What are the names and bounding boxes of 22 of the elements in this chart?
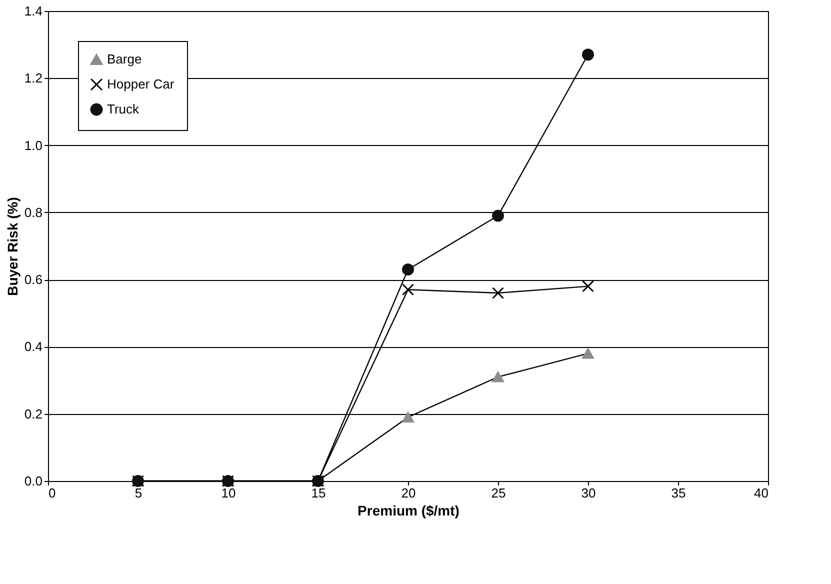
y-tick-label: 1.2 <box>24 70 42 86</box>
y-axis-title: Buyer Risk (%) <box>4 197 20 296</box>
y-tick-label: 1.4 <box>24 4 42 18</box>
y-tick-label: 1.0 <box>24 138 42 153</box>
y-tick-label: 0.6 <box>24 272 42 288</box>
y-tick-label: 0.0 <box>24 474 42 488</box>
x-tick-label: 25 <box>491 486 506 500</box>
x-tick-label: 10 <box>221 486 236 500</box>
x-axis-title: Premium ($/mt) <box>358 502 460 518</box>
x-tick-label: 30 <box>581 486 596 500</box>
legend-label: Barge <box>107 52 142 66</box>
x-tick-label: 40 <box>754 486 768 500</box>
legend-label: Truck <box>107 102 140 116</box>
y-tick-label: 0.8 <box>24 204 42 220</box>
x-tick-label: 35 <box>671 486 686 500</box>
y-tick-label: 0.4 <box>24 339 42 354</box>
y-tick-label: 0.2 <box>24 406 42 422</box>
x-tick-label: 5 <box>134 486 142 500</box>
x-tick-label: 15 <box>311 486 326 500</box>
x-tick-label: 0 <box>48 486 56 500</box>
x-tick-label: 20 <box>401 486 416 500</box>
legend-label: Hopper Car <box>107 76 175 92</box>
